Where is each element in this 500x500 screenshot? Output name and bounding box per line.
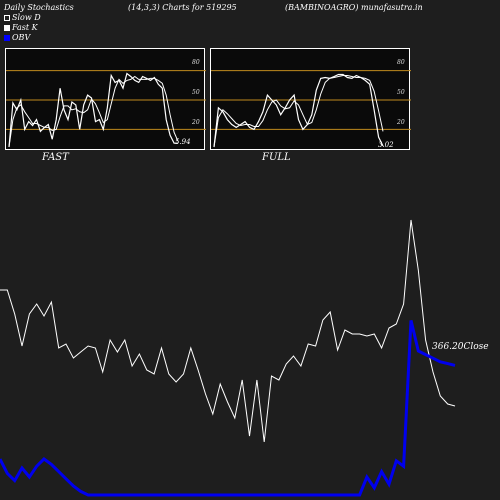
fast-last-value: 5.94 [175,138,191,146]
fast-stochastic-panel: 80 50 20 [5,48,206,150]
full-tick-20: 20 [397,119,405,126]
fast-slow-d-line [8,75,179,148]
price-obv-chart [0,219,456,497]
legend-swatch-obv [4,34,10,41]
fast-tick-20: 20 [192,119,200,126]
fast-stochastic-plot [6,70,206,148]
legend-item-fast-k: Fast K [4,23,38,32]
fast-tick-50: 50 [192,89,200,96]
fast-fast-k-line [8,72,179,148]
legend-label-obv: OBV [12,33,31,42]
legend-swatch-slow-d [4,14,10,21]
full-tick-50: 50 [397,89,405,96]
legend-label-slow-d: Slow D [12,13,41,22]
fast-tick-80: 80 [192,59,200,66]
fast-panel-label: FAST [42,152,69,163]
chart-title-right: (BAMBINOAGRO) munafasutra.in [285,3,423,12]
legend-item-slow-d: Slow D [4,13,41,22]
legend-item-obv: OBV [4,33,30,42]
chart-title-middle: (14,3,3) Charts for 519295 [128,3,237,12]
close-price-label: 366.20Close [432,342,489,352]
full-fast-k-line [213,73,384,148]
legend-label-fast-k: Fast K [12,23,38,32]
full-last-value: 3.02 [378,141,394,149]
chart-title-left: Daily Stochastics [4,3,74,12]
legend-swatch-fast-k [4,24,10,31]
full-panel-label: FULL [262,152,291,163]
full-stochastic-plot [211,70,411,148]
obv-line [0,320,456,497]
full-slow-d-line [213,75,384,148]
close-price-line [0,219,456,443]
full-tick-80: 80 [397,59,405,66]
full-stochastic-panel: 80 50 20 [210,48,411,150]
